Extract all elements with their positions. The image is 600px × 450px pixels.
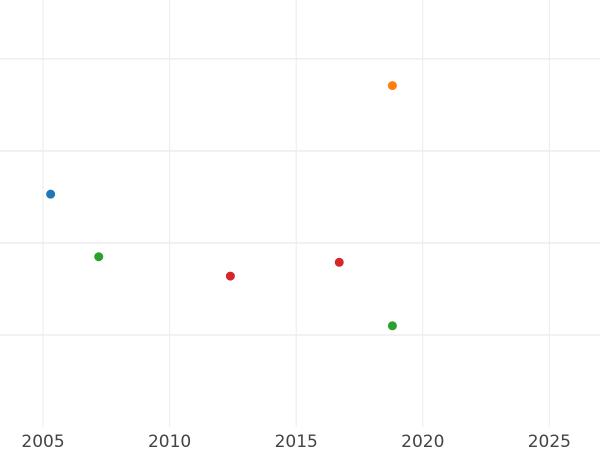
data-points	[46, 81, 397, 331]
x-tick-label: 2005	[21, 432, 64, 450]
x-axis-ticks: 2005 2010 2015 2020 2025	[21, 432, 571, 450]
grid	[0, 0, 600, 427]
x-tick-label: 2010	[148, 432, 191, 450]
x-tick-label: 2020	[401, 432, 444, 450]
data-point	[387, 81, 397, 91]
x-tick-label: 2015	[275, 432, 318, 450]
data-point	[334, 257, 344, 267]
data-point	[94, 252, 104, 262]
x-tick-label: 2025	[528, 432, 571, 450]
data-point	[387, 321, 397, 331]
data-point	[46, 189, 56, 199]
data-point	[225, 271, 235, 281]
